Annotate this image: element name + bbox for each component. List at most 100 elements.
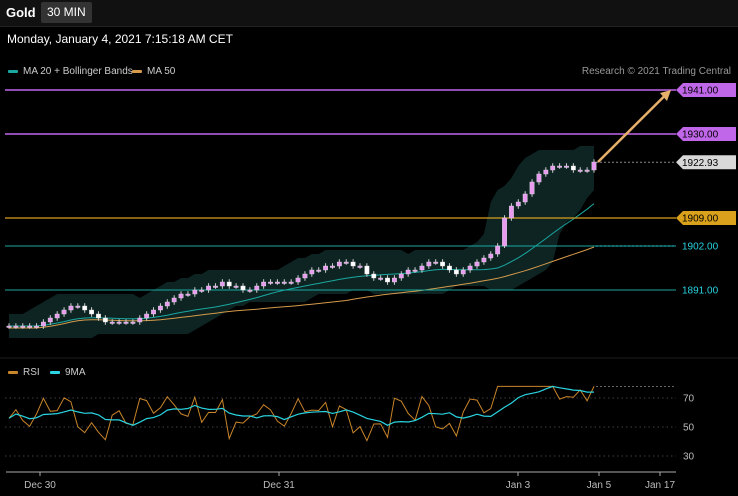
candle [123,321,129,324]
candle [54,313,60,319]
candle [419,265,425,271]
timeframe-button[interactable]: 30 MIN [41,2,92,23]
candle [96,313,101,319]
candle [591,161,597,171]
candle [433,261,439,264]
candle [495,245,501,255]
candle [268,281,273,284]
candle [61,309,67,315]
candle [550,165,556,171]
x-tick-label: Jan 5 [587,480,612,491]
ma9-swatch [50,370,60,374]
candle [233,285,239,288]
candle [185,293,191,296]
candle [261,281,267,287]
candle [89,309,94,315]
candle [302,273,308,279]
candle [20,325,26,328]
candle [192,289,198,295]
candle [488,253,494,259]
candle [219,281,225,287]
candle [350,261,356,267]
candle [199,289,205,292]
candle [536,173,542,183]
candle [481,257,487,263]
candle [474,261,480,267]
candle [281,281,287,284]
candle [426,261,432,267]
candle [323,265,328,271]
candle [398,273,404,279]
level-label-1930-00: 1930.00 [682,130,719,141]
candle [309,269,315,275]
rsi-line [8,385,595,442]
candle [41,321,46,327]
candle [178,293,184,299]
candle [343,261,349,264]
x-tick-label: Dec 31 [263,480,295,491]
candle [440,261,445,267]
level-tag-1941-00 [676,83,736,97]
candle [336,261,342,267]
ma20-label: MA 20 + Bollinger Bands [23,66,133,77]
candle [412,269,418,272]
candle [522,193,528,203]
timestamp: Monday, January 4, 2021 7:15:18 AM CET [7,32,233,46]
candle [247,289,253,292]
symbol-title: Gold [6,5,36,20]
candle [405,269,411,275]
level-tag-1909-00 [676,211,736,225]
candle [68,305,74,311]
candle [577,169,583,172]
candle [543,169,549,175]
candle [254,285,260,291]
candle [364,265,370,275]
ma20-swatch [8,69,18,73]
candle [158,305,163,311]
candle [509,205,514,219]
candle [213,285,218,288]
candle [151,309,156,315]
level-label-1902-00: 1902.00 [682,242,719,253]
candle [82,305,88,311]
research-credit: Research © 2021 Trading Central [581,66,731,77]
candle [295,277,301,283]
candle [6,325,12,328]
candle [453,269,459,275]
x-tick-label: Jan 3 [506,480,531,491]
candle [137,317,143,323]
candle [378,277,384,280]
candle [116,321,122,324]
candle [502,217,507,247]
projection-arrow-shaft [597,94,666,163]
candle [109,321,115,324]
candle [316,269,322,272]
candle [515,201,521,207]
candle [13,325,19,328]
candle [330,265,335,268]
rsi-label: RSI [23,367,40,378]
projection-arrow-head [660,90,671,101]
candle [226,281,232,287]
candle [447,265,452,271]
candle [275,281,280,284]
ma9-label: 9MA [65,367,86,378]
rsi-9ma-line [8,385,594,426]
level-tag-1930-00 [676,127,736,141]
candle [564,165,569,168]
candle [34,325,39,328]
level-label-1922-93: 1922.93 [682,158,719,169]
candle [171,297,177,303]
legend-ma50: MA 50 [132,66,175,77]
candle [467,265,473,271]
candle [392,277,397,283]
candle [570,165,576,171]
legend-rsi: RSI [8,367,40,378]
candle [206,285,211,291]
candle [27,325,33,328]
candle [75,305,81,308]
legend-9ma: 9MA [50,367,86,378]
candle [357,265,363,268]
ma50-label: MA 50 [147,66,176,77]
